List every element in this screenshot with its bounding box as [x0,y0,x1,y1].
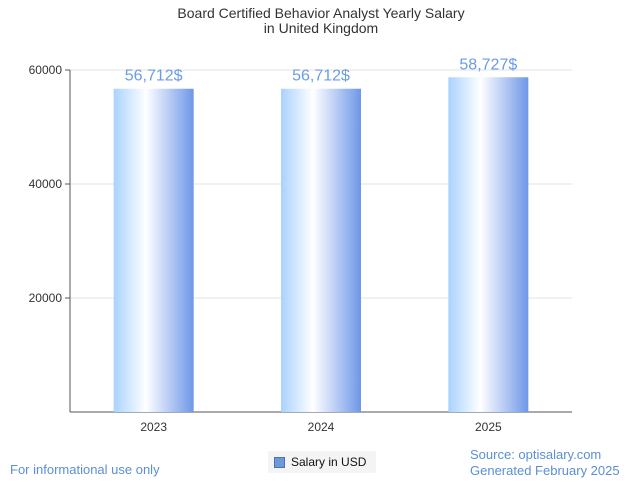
x-tick-label: 2023 [140,420,167,434]
bar-2025[interactable] [448,77,529,412]
source-block: Source: optisalary.com Generated Februar… [470,447,620,479]
y-tick-label: 60000 [29,63,63,77]
legend[interactable]: Salary in USD [268,451,377,473]
x-tick-label: 2024 [308,420,335,434]
data-label-2023: 56,712$ [125,68,183,85]
x-tick-label: 2025 [475,420,502,434]
y-tick-label: 20000 [29,291,63,305]
legend-label-salary: Salary in USD [291,455,367,469]
disclaimer-text: For informational use only [10,462,160,477]
generated-text: Generated February 2025 [470,463,620,478]
bars [113,77,529,412]
data-label-2024: 56,712$ [292,68,350,85]
bar-2023[interactable] [113,88,194,412]
chart-title-line-1: Board Certified Behavior Analyst Yearly … [177,5,464,21]
legend-swatch-salary [274,456,285,468]
labels: 20000 40000 60000 56,712$ 2023 56,712$ 2024 58,… [29,56,518,434]
data-label-2025: 58,727$ [459,56,517,73]
source-text: Source: optisalary.com [470,447,602,462]
chart-title-line-2: in United Kingdom [264,20,378,36]
y-tick-label: 40000 [29,177,63,191]
bar-2024[interactable] [281,88,361,412]
